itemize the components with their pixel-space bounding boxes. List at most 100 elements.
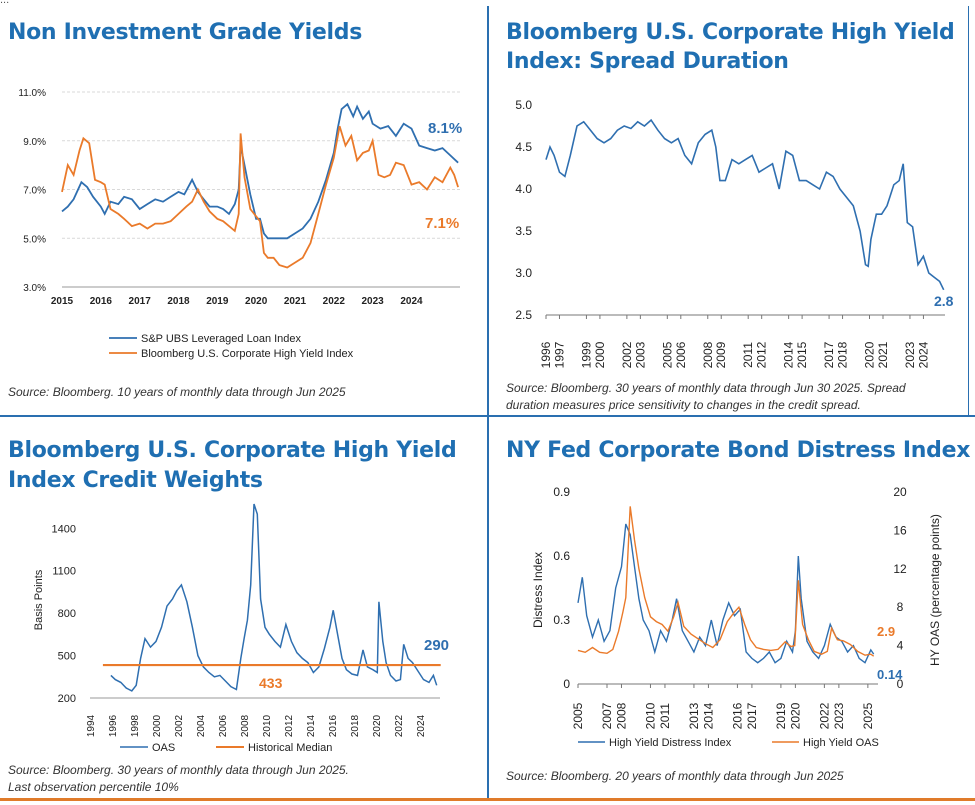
x-tick-label: 1999 — [579, 341, 593, 368]
x-tick-label: 2006 — [674, 341, 688, 368]
credit-weights-title-line-1: Bloomberg U.S. Corporate High Yield — [8, 438, 457, 463]
oas-line — [110, 503, 438, 692]
x-tick-label: 2005 — [571, 702, 585, 729]
x-tick-label: 2025 — [861, 702, 875, 729]
y-tick-label-right: 4 — [897, 639, 904, 653]
y-tick-label-left: 0.3 — [553, 613, 570, 627]
page-bottom-rule — [0, 798, 975, 801]
x-tick-label: 2019 — [206, 296, 229, 307]
y-tick-label: 200 — [58, 693, 76, 705]
x-tick-label: 2015 — [795, 341, 809, 368]
y-tick-label-right: 16 — [893, 523, 907, 537]
x-tick-label: 2008 — [240, 714, 251, 737]
spread-duration-title-line-2: Index: Spread Duration — [506, 49, 789, 74]
hy-index-line — [61, 125, 459, 269]
hy-index-last-label: 7.1% — [425, 215, 459, 232]
x-tick-label: 2009 — [714, 341, 728, 368]
distress-title: NY Fed Corporate Bond Distress Index — [506, 438, 971, 463]
x-tick-label: 2022 — [394, 714, 405, 737]
y-tick-label-right: 20 — [893, 485, 907, 499]
oas-last-label: 290 — [424, 637, 449, 654]
x-tick-label: 2016 — [730, 702, 744, 729]
leveraged-loan-last-label: 8.1% — [428, 120, 462, 137]
y-tick-label: 3.0 — [515, 266, 532, 280]
x-tick-label: 2022 — [817, 702, 831, 729]
yields-title: Non Investment Grade Yields — [8, 20, 363, 45]
credit-weights-source-line-1: Source: Bloomberg. 30 years of monthly d… — [8, 763, 349, 777]
x-tick-label: 2005 — [660, 341, 674, 368]
panel-divider-horizontal — [0, 415, 975, 417]
spread-duration-line — [545, 118, 945, 291]
x-tick-label: 2010 — [262, 714, 273, 737]
y-tick-label: 4.0 — [515, 182, 532, 196]
x-tick-label: 2004 — [196, 714, 207, 737]
y-tick-label: 5.0% — [23, 234, 46, 245]
distress-last-label: 0.14 — [877, 667, 903, 682]
x-tick-label: 2014 — [782, 341, 796, 368]
y-tick-label: 4.5 — [515, 140, 532, 154]
y-tick-label: 1100 — [52, 566, 76, 578]
y-tick-label: 3.5 — [515, 224, 532, 238]
x-tick-label: 2013 — [687, 702, 701, 729]
y-tick-label-left: 0.9 — [553, 485, 570, 499]
x-tick-label: 2014 — [306, 714, 317, 737]
x-tick-label: 2024 — [916, 341, 930, 368]
x-tick-label: 1996 — [108, 714, 119, 737]
x-tick-label: 2018 — [167, 296, 190, 307]
y-tick-label: 5.0 — [515, 98, 532, 112]
y-axis-title-right: HY OAS (percentage points) — [928, 514, 942, 666]
x-tick-label: 2021 — [284, 296, 307, 307]
x-tick-label: 2021 — [876, 341, 890, 368]
panel-divider-right-edge — [968, 6, 969, 416]
spread-duration-title-line-1: Bloomberg U.S. Corporate High Yield — [506, 20, 955, 45]
x-tick-label: 2002 — [620, 341, 634, 368]
x-tick-label: 2020 — [372, 714, 383, 737]
yields-source: Source: Bloomberg. 10 years of monthly d… — [8, 385, 346, 399]
panel-divider-vertical — [487, 6, 489, 798]
median-label: 433 — [259, 675, 283, 691]
x-tick-label: 2011 — [658, 703, 672, 729]
x-tick-label: 2017 — [129, 296, 152, 307]
y-tick-label-left: 0.6 — [553, 549, 570, 563]
x-tick-label: 2017 — [822, 341, 836, 368]
x-tick-label: 2000 — [152, 714, 163, 737]
legend-median-label: Historical Median — [248, 742, 332, 754]
hy-oas-last-label: 2.9 — [877, 624, 895, 639]
y-axis-title-left: Distress Index — [531, 552, 545, 628]
x-tick-label: 2008 — [614, 702, 628, 729]
cropped-top-text: ... — [0, 0, 10, 6]
spread-duration-last-label: 2.8 — [934, 293, 954, 309]
legend-leveraged-loan-label: S&P UBS Leveraged Loan Index — [141, 333, 302, 345]
x-tick-label: 2006 — [218, 714, 229, 737]
x-tick-label: 2020 — [788, 702, 802, 729]
x-tick-label: 2024 — [416, 714, 427, 737]
x-tick-label: 2011 — [741, 342, 755, 368]
y-tick-label: 11.0% — [18, 88, 46, 99]
x-tick-label: 1996 — [539, 341, 553, 368]
legend-oas-label: OAS — [152, 742, 175, 754]
y-tick-label-right: 0 — [897, 677, 904, 691]
x-tick-label: 2016 — [328, 714, 339, 737]
y-tick-label: 9.0% — [23, 137, 46, 148]
x-tick-label: 2018 — [836, 341, 850, 368]
x-tick-label: 2020 — [245, 296, 268, 307]
x-tick-label: 2010 — [643, 702, 657, 729]
x-tick-label: 2017 — [745, 702, 759, 729]
x-tick-label: 2024 — [400, 296, 423, 307]
x-tick-label: 1998 — [130, 714, 141, 737]
y-tick-label-left: 0 — [563, 677, 570, 691]
x-tick-label: 2023 — [903, 341, 917, 368]
y-tick-label: 1400 — [52, 523, 76, 535]
x-tick-label: 2003 — [633, 341, 647, 368]
y-axis-title: Basis Points — [33, 569, 45, 630]
x-tick-label: 2007 — [600, 702, 614, 729]
x-tick-label: 2012 — [284, 714, 295, 737]
y-tick-label: 3.0% — [23, 283, 46, 294]
legend-distress-label: High Yield Distress Index — [609, 737, 732, 749]
x-tick-label: 2012 — [755, 341, 769, 368]
x-tick-label: 2023 — [832, 702, 846, 729]
